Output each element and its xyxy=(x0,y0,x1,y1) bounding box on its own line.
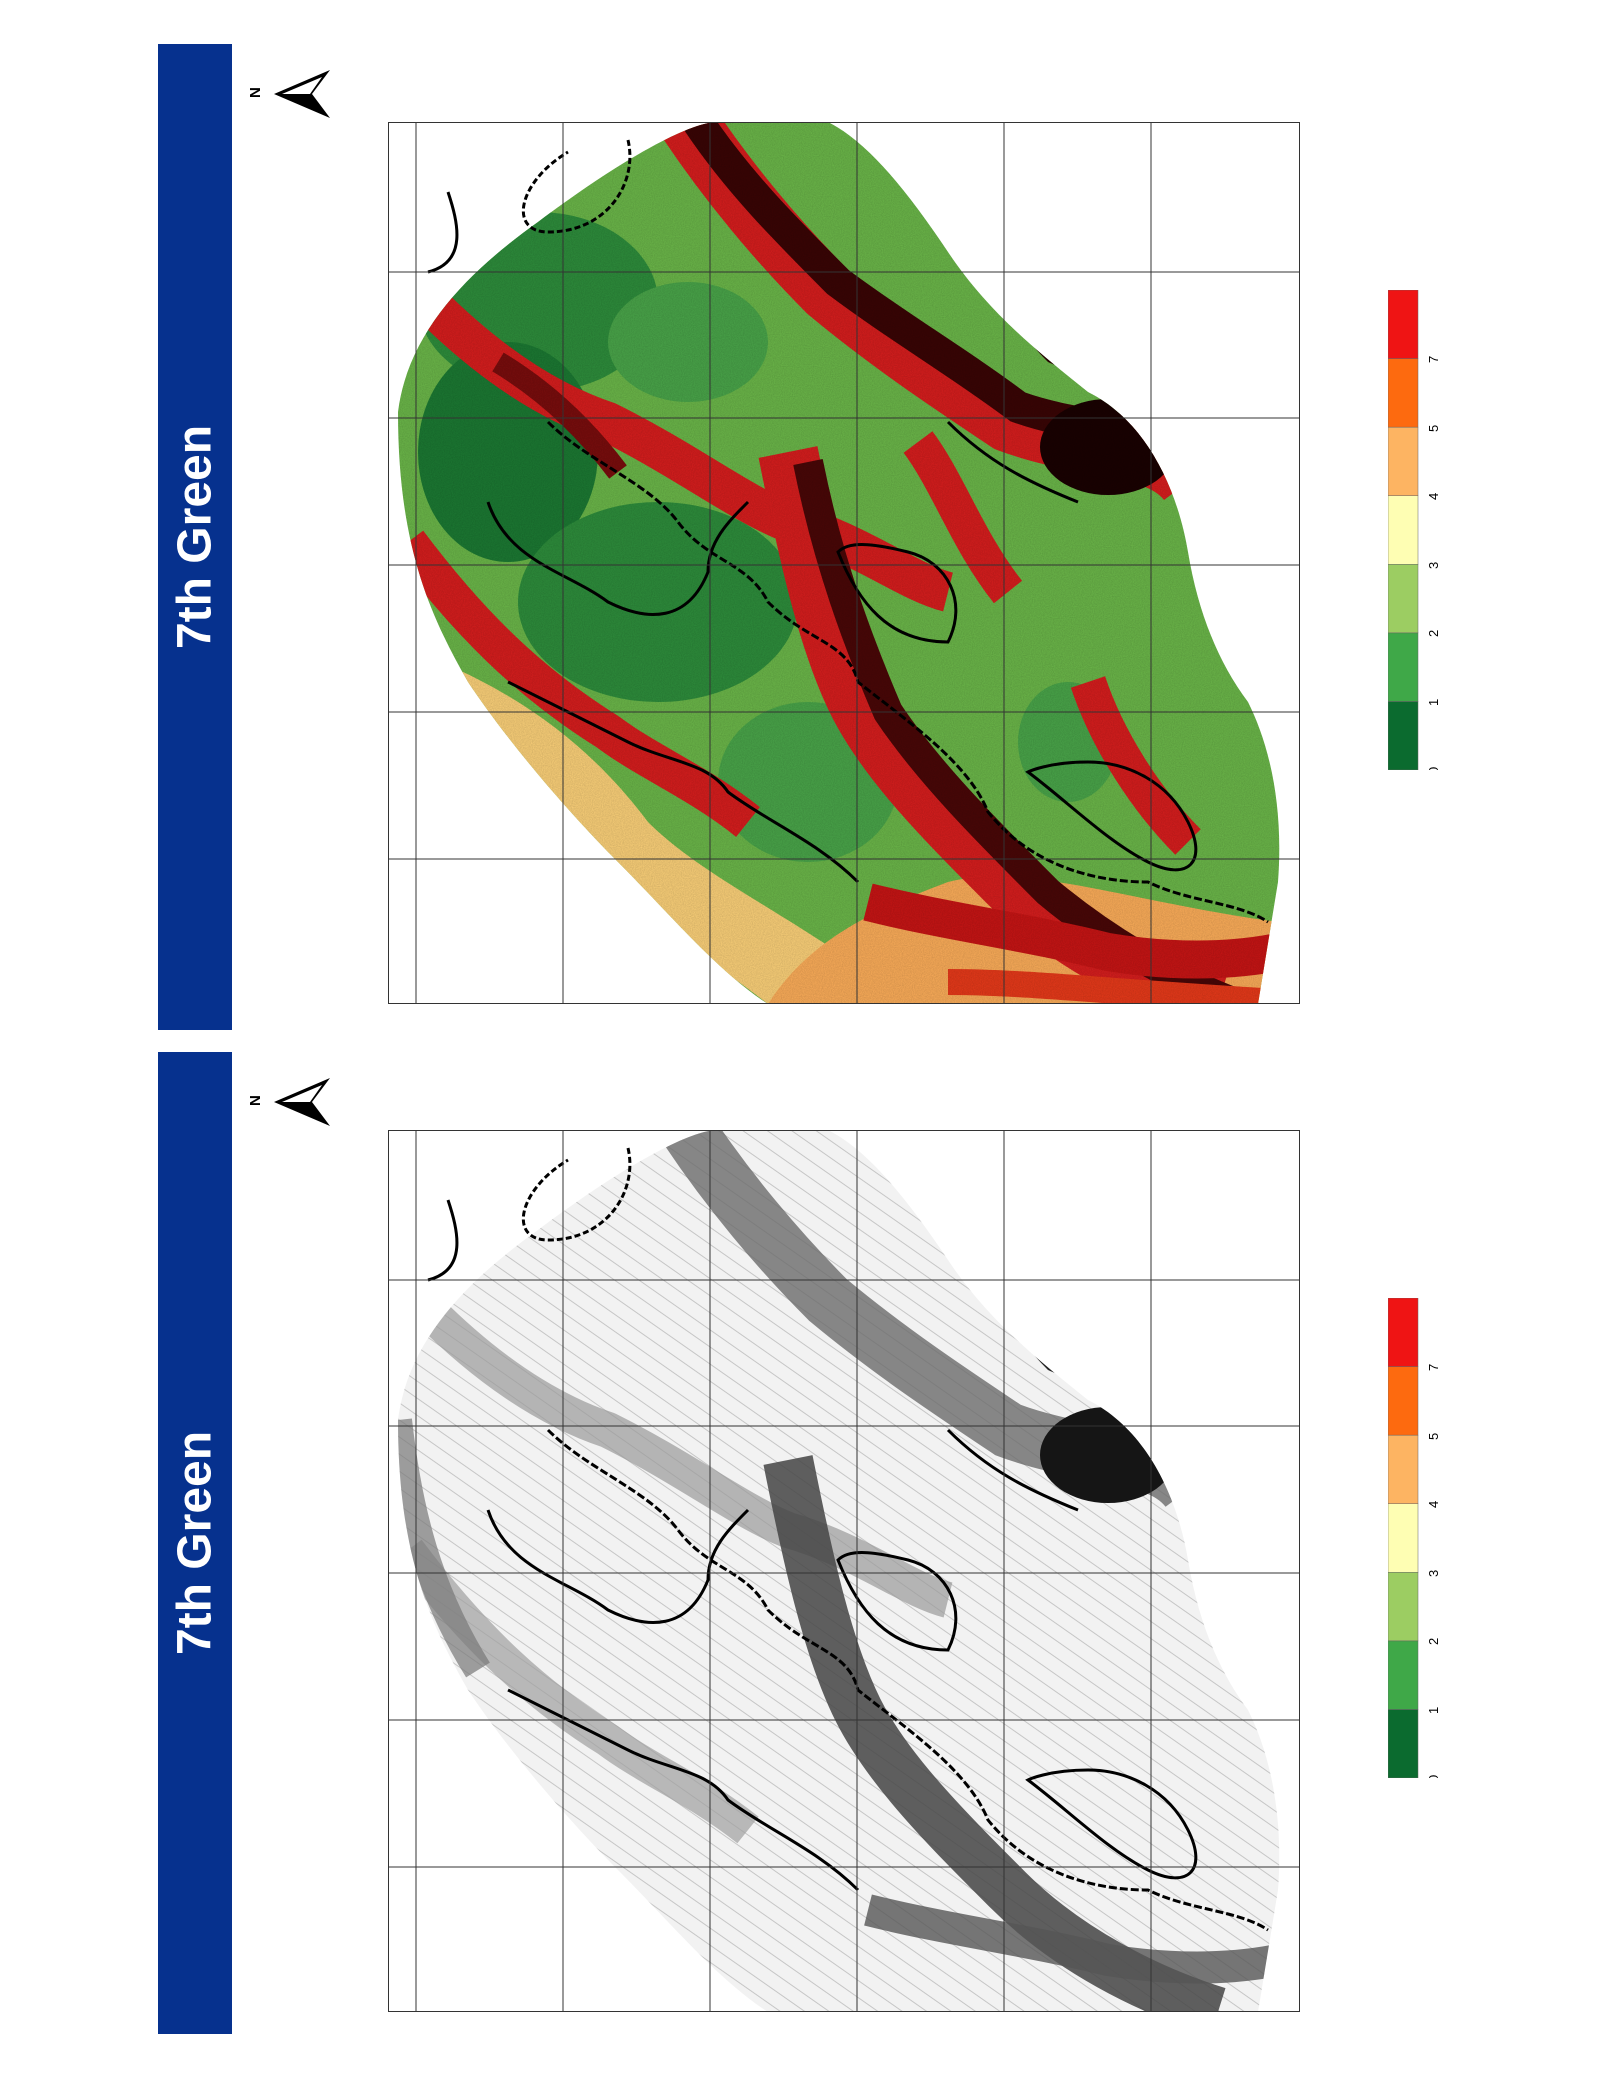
legend-swatch xyxy=(1388,701,1419,770)
legend-swatches xyxy=(1388,290,1419,770)
north-label: N xyxy=(247,87,264,98)
legend-label-0: 0 xyxy=(1426,1775,1441,1778)
legend-swatches xyxy=(1388,1298,1419,1778)
title-bar: 7th Green xyxy=(158,44,232,1030)
legend-swatch xyxy=(1388,1709,1419,1778)
legend-label-1: 1 xyxy=(1426,699,1441,706)
legend-label-4: 4 xyxy=(1426,1501,1441,1508)
legend-swatch xyxy=(1388,1366,1419,1436)
slope-legend: 0 1 2 3 4 5 7 xyxy=(1388,1298,1441,1778)
north-label: N xyxy=(247,1095,264,1106)
bottom-panel: 7th Green N xyxy=(0,1030,1607,2079)
legend-label-4: 4 xyxy=(1426,493,1441,500)
legend-label-1: 1 xyxy=(1426,1707,1441,1714)
legend-swatch xyxy=(1388,632,1419,702)
hillshade-map xyxy=(388,1130,1300,2012)
legend-label-2: 2 xyxy=(1426,1638,1441,1645)
legend-label-6: 7 xyxy=(1426,356,1441,363)
legend-swatch xyxy=(1388,358,1419,428)
legend-label-3: 3 xyxy=(1426,562,1441,569)
legend-swatch xyxy=(1388,564,1419,634)
legend-label-6: 7 xyxy=(1426,1364,1441,1371)
map-grid xyxy=(388,122,1300,1004)
top-panel: 7th Green N xyxy=(0,0,1607,1030)
legend-label-5: 5 xyxy=(1426,425,1441,432)
legend-swatch xyxy=(1388,1572,1419,1642)
slope-legend: 0 1 2 3 4 5 7 xyxy=(1388,290,1441,770)
map-grid xyxy=(388,1130,1300,2012)
north-arrow-icon: N xyxy=(247,70,330,118)
legend-label-2: 2 xyxy=(1426,630,1441,637)
legend-swatch xyxy=(1388,290,1419,359)
legend-label-3: 3 xyxy=(1426,1570,1441,1577)
title-bar: 7th Green xyxy=(158,1052,232,2034)
legend-swatch xyxy=(1388,495,1419,565)
legend-swatch xyxy=(1388,1434,1419,1504)
map-title: 7th Green xyxy=(168,424,222,650)
legend-swatch xyxy=(1388,426,1419,496)
legend-label-0: 0 xyxy=(1426,767,1441,770)
legend-swatch xyxy=(1388,1503,1419,1573)
north-arrow-icon: N xyxy=(247,1078,330,1126)
map-title: 7th Green xyxy=(168,1430,222,1656)
legend-label-5: 5 xyxy=(1426,1433,1441,1440)
slope-map xyxy=(388,122,1300,1004)
legend-swatch xyxy=(1388,1298,1419,1367)
legend-swatch xyxy=(1388,1640,1419,1710)
